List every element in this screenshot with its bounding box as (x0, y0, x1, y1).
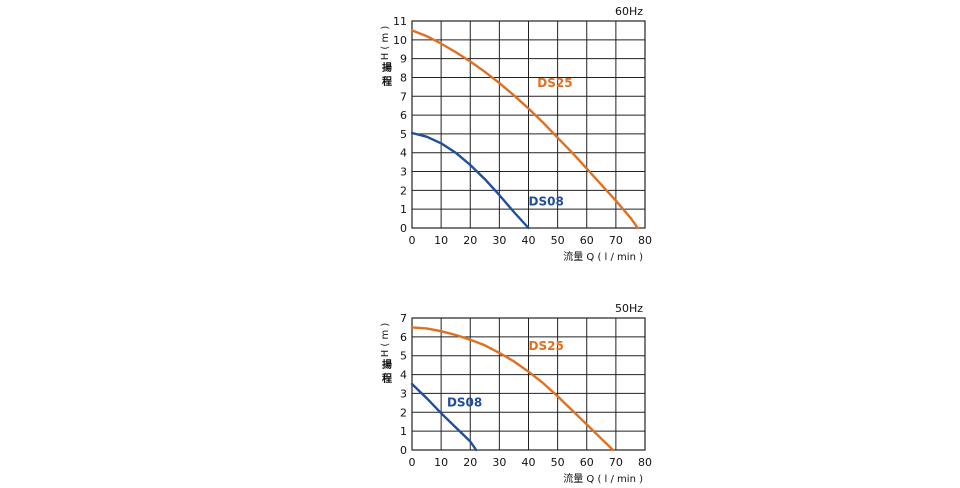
y-tick-label: 4 (400, 369, 407, 382)
chart-title: 50Hz (615, 302, 643, 315)
y-tick-label: 2 (400, 406, 407, 419)
x-tick-label: 30 (492, 234, 506, 247)
y-tick-label: 10 (393, 34, 407, 47)
y-tick-label: 11 (393, 15, 407, 28)
y-tick-label: 6 (400, 109, 407, 122)
chart-50hz: 0 10 20 30 40 50 60 70 80 0 1 2 3 4 5 6 7 50Hz 流量 Q ( l / … (380, 302, 652, 485)
y-axis-label-cjk-2: 程 (382, 372, 392, 385)
x-axis-label: 流量 Q ( l / min ) (563, 250, 643, 263)
y-axis-label: H ( m ) (380, 26, 391, 61)
x-tick-label: 80 (638, 234, 652, 247)
series-label-ds25: DS25 (537, 76, 572, 90)
y-tick-label: 0 (400, 222, 407, 235)
y-tick-label: 1 (400, 203, 407, 216)
x-tick-label: 50 (551, 234, 565, 247)
y-tick-label: 5 (400, 128, 407, 141)
series-line-ds25 (410, 326, 615, 452)
y-tick-label: 6 (400, 331, 407, 344)
y-tick-label: 7 (400, 90, 407, 103)
y-tick-label: 5 (400, 350, 407, 363)
x-tick-label: 20 (463, 456, 477, 469)
y-tick-label: 8 (400, 71, 407, 84)
x-tick-label: 20 (463, 234, 477, 247)
x-tick-label: 10 (434, 456, 448, 469)
series-line-ds08 (410, 382, 478, 452)
y-tick-label: 4 (400, 147, 407, 160)
x-tick-label: 60 (580, 234, 594, 247)
y-tick-label: 3 (400, 387, 407, 400)
x-tick-label: 70 (609, 456, 623, 469)
x-tick-label: 0 (409, 234, 416, 247)
series-label-ds08: DS08 (529, 194, 564, 208)
series-label-ds08: DS08 (447, 396, 482, 410)
x-tick-label: 60 (580, 456, 594, 469)
x-tick-label: 10 (434, 234, 448, 247)
x-tick-label: 40 (522, 456, 536, 469)
chart-title: 60Hz (615, 5, 643, 18)
y-axis-label-cjk-2: 程 (382, 75, 392, 88)
y-tick-label: 0 (400, 444, 407, 457)
y-tick-label: 1 (400, 425, 407, 438)
x-tick-label: 70 (609, 234, 623, 247)
y-axis-label-cjk-1: 揚 (382, 358, 392, 371)
y-axis-label: H ( m ) (380, 323, 391, 358)
series-line-ds25 (410, 29, 639, 230)
y-tick-label: 3 (400, 166, 407, 179)
x-tick-label: 0 (409, 456, 416, 469)
y-tick-label: 2 (400, 184, 407, 197)
x-tick-label: 40 (522, 234, 536, 247)
y-tick-label: 9 (400, 53, 407, 66)
y-tick-label: 7 (400, 312, 407, 325)
series-label-ds25: DS25 (529, 339, 564, 353)
y-axis-label-cjk-1: 揚 (382, 61, 392, 74)
chart-60hz: 0 10 20 30 40 50 60 70 80 0 1 2 3 4 5 6 7 8 9 10 11 60Hz 流量 Q … (380, 5, 652, 263)
x-axis-label: 流量 Q ( l / min ) (563, 472, 643, 485)
x-tick-label: 80 (638, 456, 652, 469)
series-line-ds08 (410, 131, 530, 230)
x-tick-label: 50 (551, 456, 565, 469)
x-tick-label: 30 (492, 456, 506, 469)
